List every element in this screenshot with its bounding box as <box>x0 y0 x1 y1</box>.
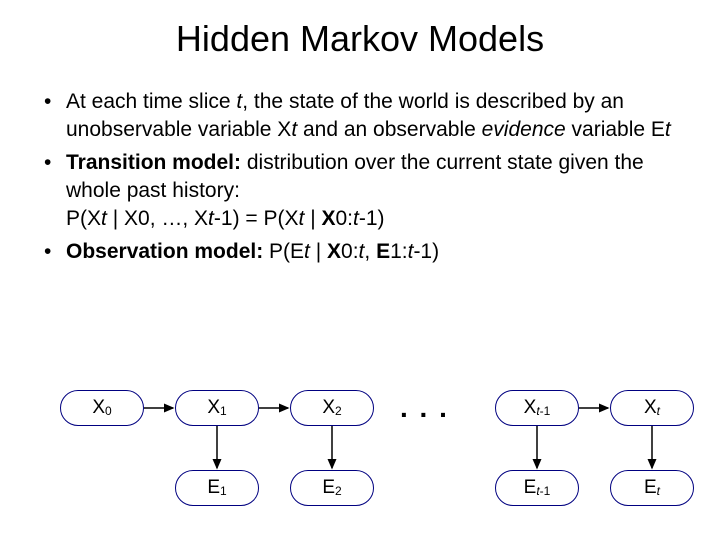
diagram-node-e2: E2 <box>290 470 374 506</box>
page-title: Hidden Markov Models <box>0 0 720 88</box>
hmm-diagram: X0 X1 X2 Xt-1 Xt E1 E2 Et-1 Et . . . <box>0 380 720 530</box>
bullet-item: At each time slice t, the state of the w… <box>44 88 690 145</box>
bullet-list: At each time slice t, the state of the w… <box>0 88 720 266</box>
diagram-node-x0: X0 <box>60 390 144 426</box>
diagram-node-e1: E1 <box>175 470 259 506</box>
diagram-node-x2: X2 <box>290 390 374 426</box>
diagram-ellipsis: . . . <box>400 392 449 424</box>
diagram-node-etm1: Et-1 <box>495 470 579 506</box>
diagram-node-et: Et <box>610 470 694 506</box>
diagram-node-x1: X1 <box>175 390 259 426</box>
bullet-item: Observation model: P(Et | X0:t, E1:t-1) <box>44 238 690 266</box>
diagram-node-xt: Xt <box>610 390 694 426</box>
diagram-node-xtm1: Xt-1 <box>495 390 579 426</box>
bullet-item: Transition model: distribution over the … <box>44 149 690 234</box>
